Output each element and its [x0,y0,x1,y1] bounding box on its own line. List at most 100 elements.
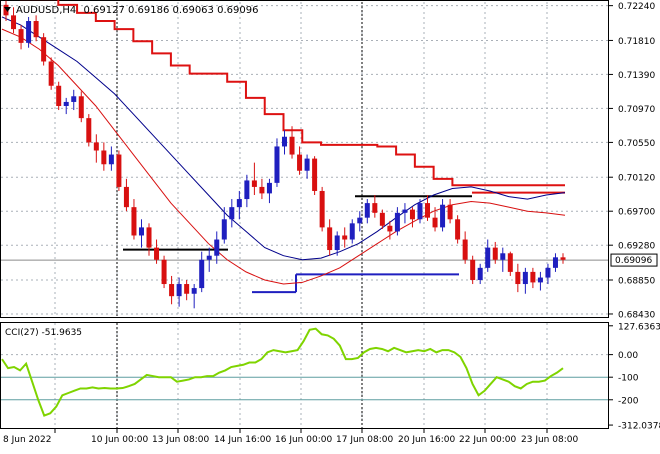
candle [3,0,9,22]
cci-series [1,327,564,417]
candle-body [440,204,446,228]
candle [440,199,446,232]
candle-body [364,203,370,218]
candle-body [387,225,393,232]
candle-body [229,207,235,220]
candle-body [492,247,498,260]
candle [327,219,333,256]
candle [470,255,476,285]
candle-body [304,158,310,171]
price-axis: 0.72240 0.71810 0.71390 0.70970 0.70550 0.701… [609,2,655,320]
upper-band-line [19,0,565,187]
candle [274,138,280,187]
price-pane[interactable] [0,0,609,318]
candle-body [56,85,62,106]
candle-body [221,219,227,240]
candle-body [206,255,212,260]
candle [372,195,378,218]
current-price-badge: 0.69096 [610,253,658,267]
candle [507,251,513,276]
candle [221,207,227,244]
candle [477,263,483,285]
candle [530,267,536,289]
candle [244,174,250,208]
candle [319,186,325,232]
candle [379,209,385,230]
candle-body [48,61,54,86]
symbol-label: AUDUSD,H4 [16,5,76,16]
price-label: 0.69700 [618,208,655,218]
price-label: 0.72240 [618,2,655,12]
time-axis: 8 Jun 2022 10 Jun 00:00 13 Jun 08:00 14 Jun… [3,429,578,445]
candle-body [507,253,513,272]
candle-body [86,118,92,143]
time-label: 22 Jun 00:00 [459,435,516,445]
candle [176,277,182,307]
candle [364,199,370,224]
candle-body [236,199,242,208]
candle [33,15,39,42]
candle [537,271,543,291]
svg-text:AUDUSD,H4 0.69127 0.6918: AUDUSD,H4 0.69127 0.69186 0.69063 0.6909… [16,5,258,16]
indicator-axis: 127.6363 0.00 -100 -200 -312.0378 [609,322,660,432]
candle-body [447,204,453,220]
price-label: 0.71810 [618,37,655,47]
price-label: 0.69280 [618,242,655,252]
candle [78,91,84,123]
candle-body [274,146,280,183]
time-label: 13 Jun 08:00 [152,435,209,445]
mid-band-line [1,16,566,261]
candle [161,255,167,289]
envelope-bands [1,0,566,285]
candle [63,97,69,115]
time-label: 23 Jun 08:00 [521,435,578,445]
candle [342,227,348,248]
candle-body [93,142,99,151]
candle-body [477,267,483,280]
candle-body [470,259,476,280]
candle-body [78,96,84,119]
candle [56,81,62,111]
candle [18,25,24,50]
candle-body [537,277,543,283]
candle [93,134,99,163]
candle [349,219,355,244]
candle-body [191,288,197,294]
time-label: 16 Jun 00:00 [275,435,332,445]
candle-body [530,271,536,283]
candle [462,231,468,264]
candle-body [319,190,325,228]
candle [11,7,17,34]
candle-body [259,186,265,194]
indicator-label: CCI(27) -51.9635 [5,328,82,338]
candle [26,16,32,48]
price-label: 0.68850 [618,276,655,286]
candle-body [312,158,318,191]
candle [154,239,160,264]
cci-level-label: -200 [618,396,639,406]
candle [236,190,242,220]
candle [131,199,137,240]
candle-body [108,154,114,165]
candle [206,247,212,272]
candle [146,223,152,256]
candle-body [560,257,566,260]
candle-body [327,227,333,251]
candle [552,253,558,272]
dropdown-arrow-icon[interactable] [4,7,11,12]
candle [101,142,107,171]
candle [199,251,205,293]
candle [409,207,415,228]
candle-body [116,154,122,187]
cci-line [1,327,564,417]
candle-body [184,284,190,294]
candle-body [425,203,431,218]
candle-body [71,96,77,102]
candle-body [500,253,506,260]
candle-body [485,247,491,268]
current-price-label: 0.69096 [615,256,652,266]
time-label: 17 Jun 08:00 [336,435,393,445]
cci-level-label: -312.0378 [618,422,660,432]
